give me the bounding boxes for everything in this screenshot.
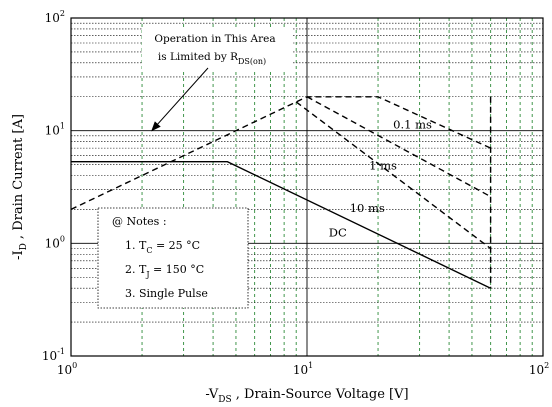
series-0-1-ms [70, 96, 491, 211]
note-item: 2. TJ = 150 °C [125, 263, 204, 279]
notes-items: 1. TC = 25 °C 2. TJ = 150 °C 3. Single Pul… [125, 239, 208, 300]
x-axis-label-post: , Drain-Source Voltage [V] [232, 387, 409, 402]
annotation-box [142, 28, 292, 70]
note-item: 1. TC = 25 °C [125, 239, 200, 255]
x-tick-label: 100 [57, 361, 77, 377]
y-axis-label-sub: D [19, 243, 29, 250]
y-tick-label: 102 [45, 9, 65, 25]
series-1-ms [306, 96, 491, 198]
y-axis-label-pre: -I [11, 250, 26, 260]
y-axis-label-post: , Drain Current [A] [11, 114, 26, 243]
series-label: 1 ms [369, 159, 397, 173]
series-label: DC [329, 225, 347, 239]
annotation-line-1: Operation in This Area [154, 33, 275, 45]
y-axis-label: -ID , Drain Current [A] [11, 114, 29, 260]
notes-title: @ Notes : [112, 215, 167, 228]
annotation-arrow [151, 67, 209, 132]
series-label: 0.1 ms [393, 117, 432, 131]
x-tick-label: 102 [529, 361, 549, 377]
y-tick-label: 10-1 [42, 347, 65, 363]
x-axis-label-sub: DS [218, 395, 231, 405]
y-tick-label: 101 [45, 122, 65, 138]
series-10-ms [295, 101, 492, 250]
annotation-line-2-text: is Limited by R [158, 51, 239, 63]
notes-box [97, 207, 249, 309]
note-item: 3. Single Pulse [125, 287, 208, 300]
annotation-line-2: is Limited by RDS(on) [158, 51, 266, 66]
x-axis-label: -VDS , Drain-Source Voltage [V] [205, 387, 408, 405]
series-label: 10 ms [350, 201, 385, 215]
plot-frame [70, 17, 544, 357]
x-tick-label: 101 [293, 361, 313, 377]
x-axis-label-pre: -V [205, 387, 218, 402]
annotation-rds-subscript: DS(on) [238, 57, 266, 66]
series-dc [71, 160, 491, 289]
y-tick-label: 100 [45, 234, 65, 250]
